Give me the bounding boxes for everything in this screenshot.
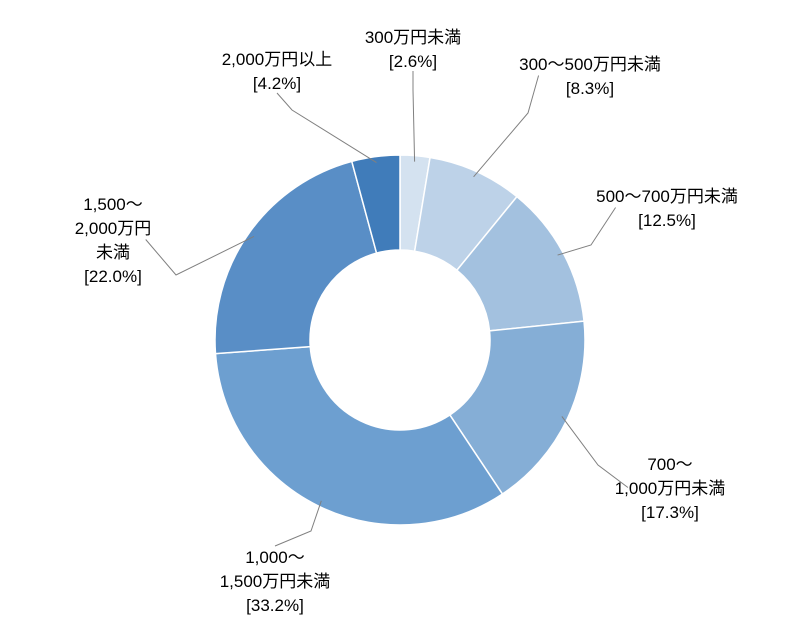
slice-label-line: 300～500万円未満 [519, 55, 661, 74]
slice-label-line: [12.5%] [638, 211, 696, 230]
slice-label-line: 2,000万円 [75, 219, 152, 238]
slice-label-line: [4.2%] [253, 74, 301, 93]
slice-label-line: 2,000万円以上 [222, 50, 333, 69]
slice-label-line: 1,500万円未満 [220, 572, 331, 591]
slice-label-line: 700～ [647, 455, 692, 474]
slice-label-line: [8.3%] [566, 79, 614, 98]
donut-chart: 300万円未満 [2.6%] 300～500万円未満 [8.3%] 500～700万円未… [0, 0, 800, 631]
slice-label-line: 1,500～ [83, 195, 143, 214]
slice-label-line: 500～700万円未満 [596, 187, 738, 206]
slice-label-line: 1,000～ [245, 548, 305, 567]
slice-label-line: 未満 [96, 243, 130, 262]
slice-label-line: 300万円未満 [365, 28, 461, 47]
slice-label-line: [2.6%] [389, 52, 437, 71]
slice-label-line: 1,000万円未満 [615, 479, 726, 498]
slice-label-line: [22.0%] [84, 267, 142, 286]
slice-label-line: [17.3%] [641, 503, 699, 522]
slice-label-line: [33.2%] [246, 596, 304, 615]
